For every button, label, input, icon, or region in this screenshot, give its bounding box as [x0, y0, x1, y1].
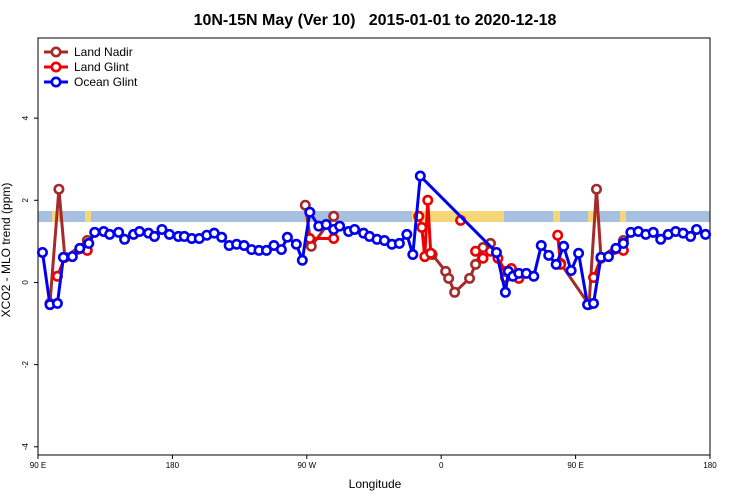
- data-point: [691, 223, 703, 235]
- data-point: [349, 223, 361, 235]
- y-tick-label: -2: [21, 361, 30, 369]
- data-point: [53, 183, 65, 195]
- data-point: [588, 297, 600, 309]
- data-point: [407, 249, 419, 261]
- data-point: [558, 240, 570, 252]
- legend-label: Ocean Glint: [74, 75, 138, 89]
- data-point: [617, 237, 629, 249]
- y-tick-label: 2: [21, 198, 30, 203]
- data-point: [550, 258, 562, 270]
- data-point: [443, 272, 455, 284]
- data-point: [290, 238, 302, 250]
- x-tick-label: 0: [439, 461, 444, 470]
- data-point: [51, 297, 63, 309]
- data-point: [700, 228, 712, 240]
- data-point: [470, 258, 482, 270]
- data-point: [89, 226, 101, 238]
- data-point: [83, 237, 95, 249]
- data-point: [328, 232, 340, 244]
- x-tick-label: 90 E: [567, 461, 583, 470]
- data-point: [414, 170, 426, 182]
- data-point: [573, 247, 585, 259]
- x-axis-title: Longitude: [349, 477, 402, 491]
- data-point: [74, 242, 86, 254]
- data-point: [464, 272, 476, 284]
- y-axis-title: XCO2 - MLO trend (ppm): [0, 183, 13, 318]
- y-tick-label: -4: [21, 443, 30, 451]
- legend-marker: [50, 76, 62, 88]
- y-tick-label: 0: [21, 280, 30, 285]
- legend-label: Land Glint: [74, 60, 129, 74]
- data-point: [591, 183, 603, 195]
- data-point: [401, 228, 413, 240]
- data-point: [163, 228, 175, 240]
- data-point: [422, 194, 434, 206]
- background-band: [38, 211, 710, 222]
- data-point: [328, 210, 340, 222]
- data-point: [543, 249, 555, 261]
- legend-label: Land Nadir: [74, 45, 133, 59]
- x-tick-label: 180: [703, 461, 717, 470]
- data-point: [304, 206, 316, 218]
- data-point: [275, 244, 287, 256]
- legend-marker: [50, 46, 62, 58]
- data-point: [148, 230, 160, 242]
- data-point: [470, 245, 482, 257]
- plot-frame: [37, 37, 711, 456]
- data-point: [334, 220, 346, 232]
- data-point: [57, 251, 69, 263]
- band-patch: [553, 211, 560, 222]
- band-patch: [620, 211, 626, 222]
- y-tick-label: 4: [21, 115, 30, 120]
- data-point: [477, 252, 489, 264]
- data-point: [449, 286, 461, 298]
- data-point: [36, 246, 48, 258]
- x-tick-label: 180: [166, 461, 180, 470]
- data-point: [685, 230, 697, 242]
- data-point: [119, 233, 131, 245]
- band: [38, 211, 710, 222]
- data-point: [499, 286, 511, 298]
- data-point: [156, 223, 168, 235]
- data-point: [416, 221, 428, 233]
- data-point: [655, 233, 667, 245]
- x-tick-label: 90 W: [297, 461, 316, 470]
- data-point: [113, 226, 125, 238]
- data-point: [425, 247, 437, 259]
- data-point: [647, 226, 659, 238]
- data-point: [528, 270, 540, 282]
- legend-marker: [50, 61, 62, 73]
- data-point: [104, 228, 116, 240]
- data-point: [393, 237, 405, 249]
- chart-title: 10N-15N May (Ver 10) 2015-01-01 to 2020-…: [194, 12, 557, 29]
- data-point: [552, 229, 564, 241]
- band-patch: [85, 211, 91, 222]
- data-point: [134, 226, 146, 238]
- data-point: [565, 265, 577, 277]
- data-point: [66, 251, 78, 263]
- data-point: [216, 231, 228, 243]
- data-point: [535, 239, 547, 251]
- data-point: [260, 244, 272, 256]
- data-point: [610, 242, 622, 254]
- x-tick-label: 90 E: [30, 461, 46, 470]
- data-point: [296, 254, 308, 266]
- data-point: [490, 246, 502, 258]
- data-point: [281, 231, 293, 243]
- data-point: [602, 251, 614, 263]
- data-point: [320, 219, 332, 231]
